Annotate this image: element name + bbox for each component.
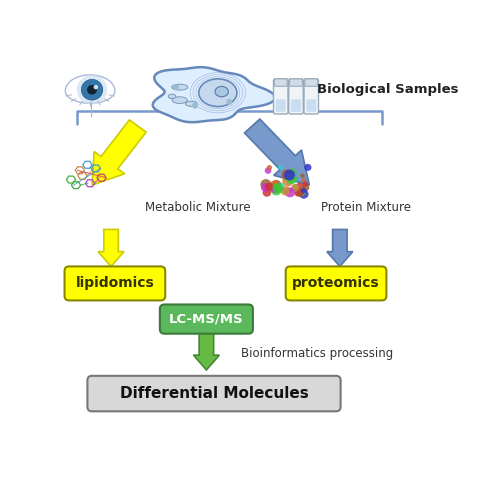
Circle shape [273, 183, 283, 193]
Circle shape [278, 165, 283, 170]
Circle shape [192, 103, 198, 108]
Polygon shape [327, 229, 353, 266]
Text: Metabolic Mixture: Metabolic Mixture [146, 201, 251, 214]
Text: Protein Mixture: Protein Mixture [321, 201, 411, 214]
Circle shape [265, 168, 272, 174]
Circle shape [287, 188, 292, 193]
Circle shape [271, 185, 282, 195]
Text: Differential Molecules: Differential Molecules [120, 386, 308, 401]
FancyBboxPatch shape [305, 79, 318, 86]
Text: Bioinformatics processing: Bioinformatics processing [241, 347, 393, 360]
Circle shape [299, 190, 308, 199]
Polygon shape [92, 120, 146, 185]
Circle shape [77, 75, 107, 105]
Circle shape [295, 188, 304, 197]
Circle shape [280, 186, 290, 195]
Ellipse shape [172, 97, 187, 103]
Circle shape [270, 180, 280, 191]
Circle shape [263, 188, 271, 197]
FancyBboxPatch shape [64, 266, 165, 300]
Ellipse shape [199, 79, 237, 107]
Circle shape [292, 184, 299, 191]
Text: LC-MS/MS: LC-MS/MS [169, 312, 244, 325]
Circle shape [275, 182, 284, 191]
Polygon shape [153, 67, 275, 122]
Ellipse shape [185, 101, 197, 107]
Circle shape [93, 85, 98, 89]
Polygon shape [193, 333, 219, 370]
FancyBboxPatch shape [291, 99, 301, 112]
Ellipse shape [215, 86, 228, 97]
Circle shape [226, 99, 232, 105]
FancyBboxPatch shape [88, 376, 340, 411]
FancyBboxPatch shape [274, 79, 288, 114]
Circle shape [301, 188, 307, 193]
Ellipse shape [172, 84, 188, 90]
Text: proteomics: proteomics [292, 276, 380, 290]
Text: lipidomics: lipidomics [75, 276, 154, 290]
Ellipse shape [168, 94, 176, 98]
Circle shape [300, 174, 305, 178]
Circle shape [286, 173, 297, 184]
FancyBboxPatch shape [304, 79, 318, 114]
Circle shape [288, 168, 297, 177]
Text: Biological Samples: Biological Samples [317, 83, 459, 96]
Circle shape [280, 188, 286, 193]
Circle shape [302, 184, 309, 191]
Circle shape [291, 184, 300, 192]
Circle shape [285, 187, 295, 197]
Polygon shape [245, 119, 309, 185]
Circle shape [294, 191, 300, 196]
Circle shape [267, 165, 272, 170]
FancyBboxPatch shape [289, 79, 303, 114]
Circle shape [260, 179, 272, 190]
Circle shape [273, 180, 281, 188]
Circle shape [297, 188, 306, 196]
FancyBboxPatch shape [274, 79, 287, 86]
FancyBboxPatch shape [160, 304, 253, 334]
Circle shape [281, 169, 293, 180]
Circle shape [282, 176, 293, 186]
Circle shape [87, 85, 97, 95]
Circle shape [81, 79, 103, 100]
FancyBboxPatch shape [286, 266, 386, 300]
Circle shape [271, 186, 278, 193]
Circle shape [295, 183, 305, 192]
Circle shape [265, 182, 274, 191]
FancyBboxPatch shape [289, 79, 303, 86]
Circle shape [304, 164, 311, 171]
Circle shape [261, 183, 270, 192]
Polygon shape [65, 75, 115, 103]
FancyBboxPatch shape [276, 99, 286, 112]
Polygon shape [98, 229, 124, 266]
Circle shape [302, 178, 306, 183]
Circle shape [284, 169, 295, 180]
FancyBboxPatch shape [307, 99, 316, 112]
Circle shape [303, 181, 308, 187]
Circle shape [173, 84, 179, 90]
